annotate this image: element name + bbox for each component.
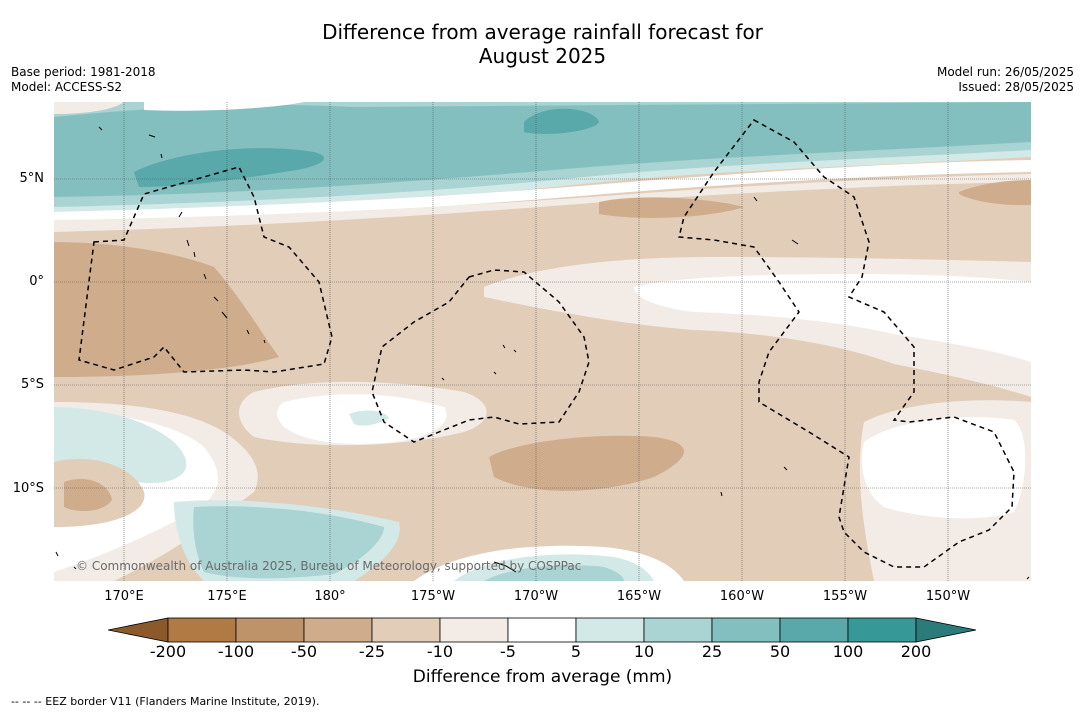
area-white-east: [634, 274, 1031, 362]
lon-label-160w: 160°W: [719, 589, 765, 604]
colorbar-tick-label: 25: [701, 642, 723, 661]
eez-borders: [78, 119, 1015, 568]
colorbar-segment: [847, 617, 917, 643]
model-name: Model: ACCESS-S2: [11, 80, 123, 94]
colorbar-tick-label: 50: [769, 642, 791, 661]
band-light-gap: [54, 174, 1031, 232]
colorbar-segment: [575, 617, 645, 643]
area-white-southeast: [861, 416, 1026, 519]
lon-label-155w: 155°W: [822, 589, 868, 604]
colorbar-tick-label: 200: [900, 642, 932, 661]
map-title: Difference from average rainfall forecas…: [0, 20, 1085, 68]
patch-top-left-white: [54, 102, 124, 114]
lat-label-10s: 10°S: [12, 481, 44, 496]
colorbar-segment: [439, 617, 509, 643]
band-teal-north-50: [54, 102, 1031, 197]
patch-brown-southwest: [64, 478, 112, 512]
area-teal-25-bottom: [484, 565, 624, 581]
lon-label-180: 180°: [314, 589, 346, 604]
lon-label-175w: 175°W: [410, 589, 456, 604]
band-white-gap: [54, 160, 1031, 224]
lat-label-5n: 5°N: [19, 171, 45, 186]
graticule: [54, 102, 1031, 581]
colorbar-segment: [507, 617, 577, 643]
lon-label-150w: 150°W: [925, 589, 971, 604]
colorbar-tick-label: 10: [633, 642, 655, 661]
area-teal-25-south-central: [193, 506, 384, 579]
lon-label-175e: 175°E: [207, 589, 247, 604]
meta-left: Base period: 1981-2018 Model: ACCESS-S2: [11, 65, 156, 95]
title-line-2: August 2025: [478, 44, 607, 68]
patch-teal-100-west: [134, 148, 324, 187]
lon-label-170w: 170°W: [513, 589, 559, 604]
patch-teal-tiny: [349, 410, 389, 426]
colorbar-segment: [779, 617, 849, 643]
colorbar-title: Difference from average (mm): [412, 667, 673, 687]
patch-brown-west: [54, 242, 279, 377]
colorbar-tick-label: -200: [149, 642, 187, 661]
issued-date: Issued: 28/05/2025: [958, 80, 1074, 94]
colorbar-extend-low: [108, 617, 169, 643]
eez-legend-footer: -- -- -- EEZ border V11 (Flanders Marine…: [11, 695, 320, 708]
islands: [55, 126, 1030, 580]
lon-label-170e: 170°E: [104, 589, 144, 604]
lon-label-165w: 165°W: [616, 589, 662, 604]
colorbar-segment: [643, 617, 713, 643]
colorbar-tick-label: -10: [426, 642, 454, 661]
eez-border-east: [678, 119, 1015, 568]
colorbar-segment: [711, 617, 781, 643]
colorbar-tick-label: -50: [290, 642, 318, 661]
colorbar: [108, 617, 977, 643]
eez-border-west: [78, 166, 333, 373]
rainfall-map: [54, 102, 1031, 581]
colorbar-segment: [235, 617, 305, 643]
patch-brown-south: [489, 435, 684, 491]
patch-top-mid-white: [144, 102, 304, 111]
lat-label-0: 0°: [29, 274, 44, 289]
lat-label-5s: 5°S: [20, 377, 44, 392]
patch-brown-north: [599, 197, 744, 218]
meta-right: Model run: 26/05/2025 Issued: 28/05/2025: [937, 65, 1074, 95]
title-line-1: Difference from average rainfall forecas…: [322, 20, 763, 44]
colorbar-extend-high: [915, 617, 977, 643]
colorbar-tick-label: -100: [217, 642, 255, 661]
base-period: Base period: 1981-2018: [11, 65, 156, 79]
patch-brown-east: [959, 180, 1031, 206]
copyright-notice: © Commonwealth of Australia 2025, Bureau…: [76, 559, 582, 573]
colorbar-segment: [303, 617, 373, 643]
patch-teal-100-north: [524, 108, 599, 134]
colorbar-tick-label: 5: [570, 642, 582, 661]
colorbar-segment: [371, 617, 441, 643]
colorbar-tick-label: 100: [832, 642, 864, 661]
model-run: Model run: 26/05/2025: [936, 65, 1074, 79]
colorbar-segment: [167, 617, 237, 643]
colorbar-tick-label: -25: [358, 642, 386, 661]
colorbar-tick-label: -5: [500, 642, 516, 661]
eez-border-central: [371, 269, 590, 443]
